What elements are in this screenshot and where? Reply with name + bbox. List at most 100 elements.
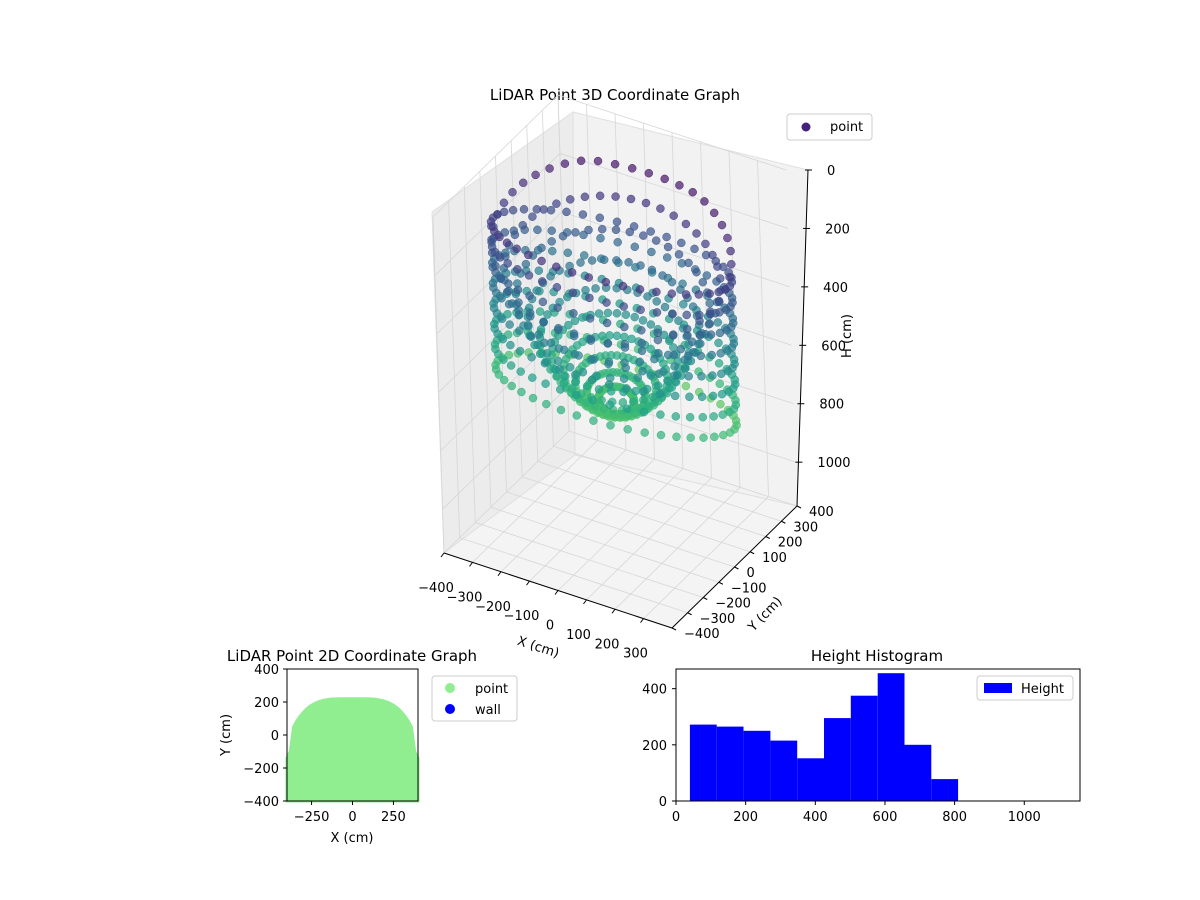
point-3d <box>618 281 628 291</box>
point-3d <box>717 369 726 379</box>
point-3d <box>692 267 701 277</box>
y-tick-label-2d: 0 <box>271 729 279 744</box>
grid-z-back <box>557 94 787 171</box>
point-3d <box>491 261 500 271</box>
point-3d <box>505 320 514 329</box>
point-3d <box>570 349 580 359</box>
x-tick-3d <box>583 599 587 605</box>
point-3d <box>517 387 526 397</box>
histogram-bars <box>689 673 959 801</box>
plot-2d: LiDAR Point 2D Coordinate Graph −250 0 250… <box>219 647 518 846</box>
x-tick-label-2d: 250 <box>381 810 406 825</box>
point-3d <box>543 310 552 319</box>
point-3d <box>539 205 548 214</box>
point-3d <box>716 349 725 358</box>
point-3d <box>565 362 575 372</box>
point-3d <box>611 225 621 235</box>
point-3d <box>667 277 677 287</box>
x-tick-label-3d: 100 <box>566 628 591 643</box>
point-3d <box>688 187 697 197</box>
plot-2d-title: LiDAR Point 2D Coordinate Graph <box>227 647 477 665</box>
point-3d <box>707 350 716 360</box>
legend-hist-swatch <box>984 683 1012 693</box>
point-3d <box>547 237 556 246</box>
point-3d <box>567 268 577 277</box>
point-3d <box>695 310 704 320</box>
point-3d <box>706 330 716 339</box>
x-tick-3d <box>497 571 502 577</box>
point-3d <box>599 255 609 265</box>
z-axis-label-3d: H (cm) <box>840 314 855 358</box>
point-3d <box>619 374 629 383</box>
y-tick-3d <box>765 536 770 539</box>
point-3d <box>494 349 503 359</box>
point-3d <box>717 389 727 399</box>
point-3d <box>668 330 678 339</box>
point-3d <box>525 308 535 318</box>
z-tick-label-3d: 1000 <box>817 456 850 471</box>
x-tick-label-3d: −400 <box>418 581 454 596</box>
legend-3d-marker <box>801 122 811 132</box>
point-3d <box>656 430 666 440</box>
point-3d <box>714 287 723 297</box>
y-ticks-2d: 400 200 0 −200 −400 <box>243 663 287 810</box>
point-3d <box>682 310 691 320</box>
point-3d <box>518 178 528 188</box>
point-3d <box>718 410 727 419</box>
point-3d <box>578 210 588 219</box>
x-tick-3d <box>469 562 473 567</box>
grid-z-left <box>432 94 559 218</box>
point-3d <box>690 244 699 254</box>
point-3d <box>552 199 561 208</box>
point-3d <box>630 242 640 252</box>
point-3d <box>639 387 648 396</box>
point-3d <box>538 297 548 307</box>
point-3d <box>508 205 518 215</box>
y-tick-3d <box>749 551 755 555</box>
point-3d <box>521 259 531 269</box>
point-3d <box>623 425 632 434</box>
point-3d <box>586 334 595 344</box>
point-3d <box>674 250 684 259</box>
x-tick-label-hist: 0 <box>672 810 680 825</box>
point-3d <box>591 284 600 293</box>
point-region-2d <box>285 697 420 803</box>
point-3d <box>610 159 620 169</box>
point-3d <box>537 243 546 253</box>
point-3d <box>587 355 596 364</box>
point-3d <box>506 361 516 370</box>
y-tick-label-hist: 400 <box>642 683 667 698</box>
legend-2d-marker-wall <box>445 704 455 714</box>
x-tick-3d <box>526 580 530 586</box>
point-3d <box>490 227 499 236</box>
point-3d <box>534 330 544 339</box>
z-axis-line <box>796 169 809 507</box>
point-3d <box>643 401 652 410</box>
point-3d <box>663 376 673 386</box>
point-3d <box>684 258 693 268</box>
point-3d <box>513 285 523 295</box>
point-3d <box>519 205 529 214</box>
point-3d <box>670 371 679 380</box>
y-tick-label-hist: 0 <box>659 795 667 810</box>
point-3d <box>622 404 632 414</box>
point-3d <box>727 259 736 269</box>
point-3d <box>699 433 708 442</box>
point-3d <box>516 367 525 376</box>
grid-y-floor <box>490 506 719 583</box>
point-3d <box>713 318 723 327</box>
point-3d <box>639 231 648 240</box>
point-3d <box>569 309 578 318</box>
point-3d <box>508 187 517 197</box>
point-3d <box>605 331 614 340</box>
point-3d <box>568 288 578 298</box>
point-3d <box>676 285 685 294</box>
point-3d <box>612 331 622 341</box>
point-3d <box>524 271 534 280</box>
point-3d <box>547 226 556 235</box>
point-3d <box>630 312 639 322</box>
point-3d <box>638 366 647 376</box>
point-3d <box>652 287 661 297</box>
point-3d <box>560 371 570 381</box>
y-tick-label-3d: 100 <box>762 551 787 566</box>
